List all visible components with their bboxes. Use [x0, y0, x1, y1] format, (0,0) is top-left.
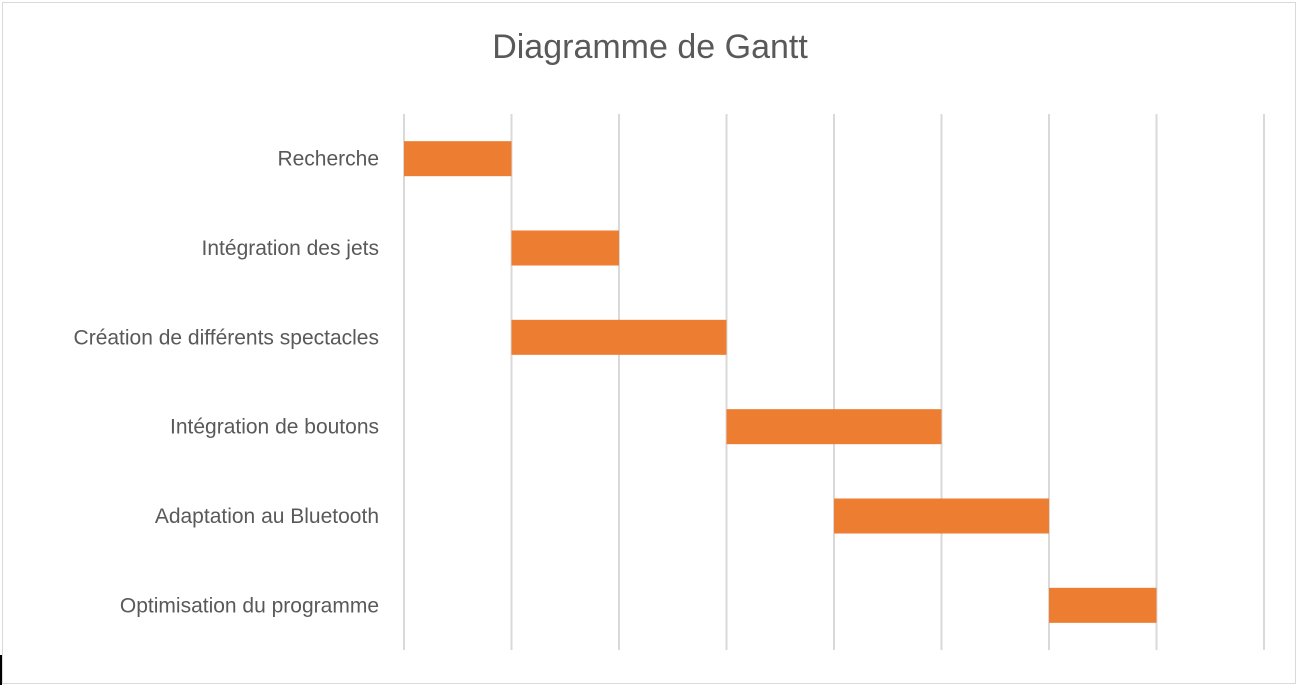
task-bars — [404, 141, 1157, 623]
grid-lines — [403, 114, 1265, 650]
task-bar — [511, 230, 619, 266]
task-labels: Recherche Intégration des jets Création de… — [74, 148, 379, 618]
chart-title: Diagramme de Gantt — [492, 28, 808, 66]
task-label: Intégration de boutons — [170, 416, 379, 439]
task-bar — [511, 319, 727, 355]
task-label: Création de différents spectacles — [74, 326, 379, 349]
task-label: Recherche — [277, 148, 379, 171]
task-label: Optimisation du programme — [120, 594, 379, 617]
text-cursor — [0, 655, 2, 685]
task-bar — [834, 498, 1049, 534]
task-bar — [1049, 587, 1157, 623]
task-label: Intégration des jets — [202, 237, 379, 260]
task-label: Adaptation au Bluetooth — [155, 505, 379, 528]
task-bar — [404, 141, 512, 177]
task-bar — [726, 409, 942, 445]
